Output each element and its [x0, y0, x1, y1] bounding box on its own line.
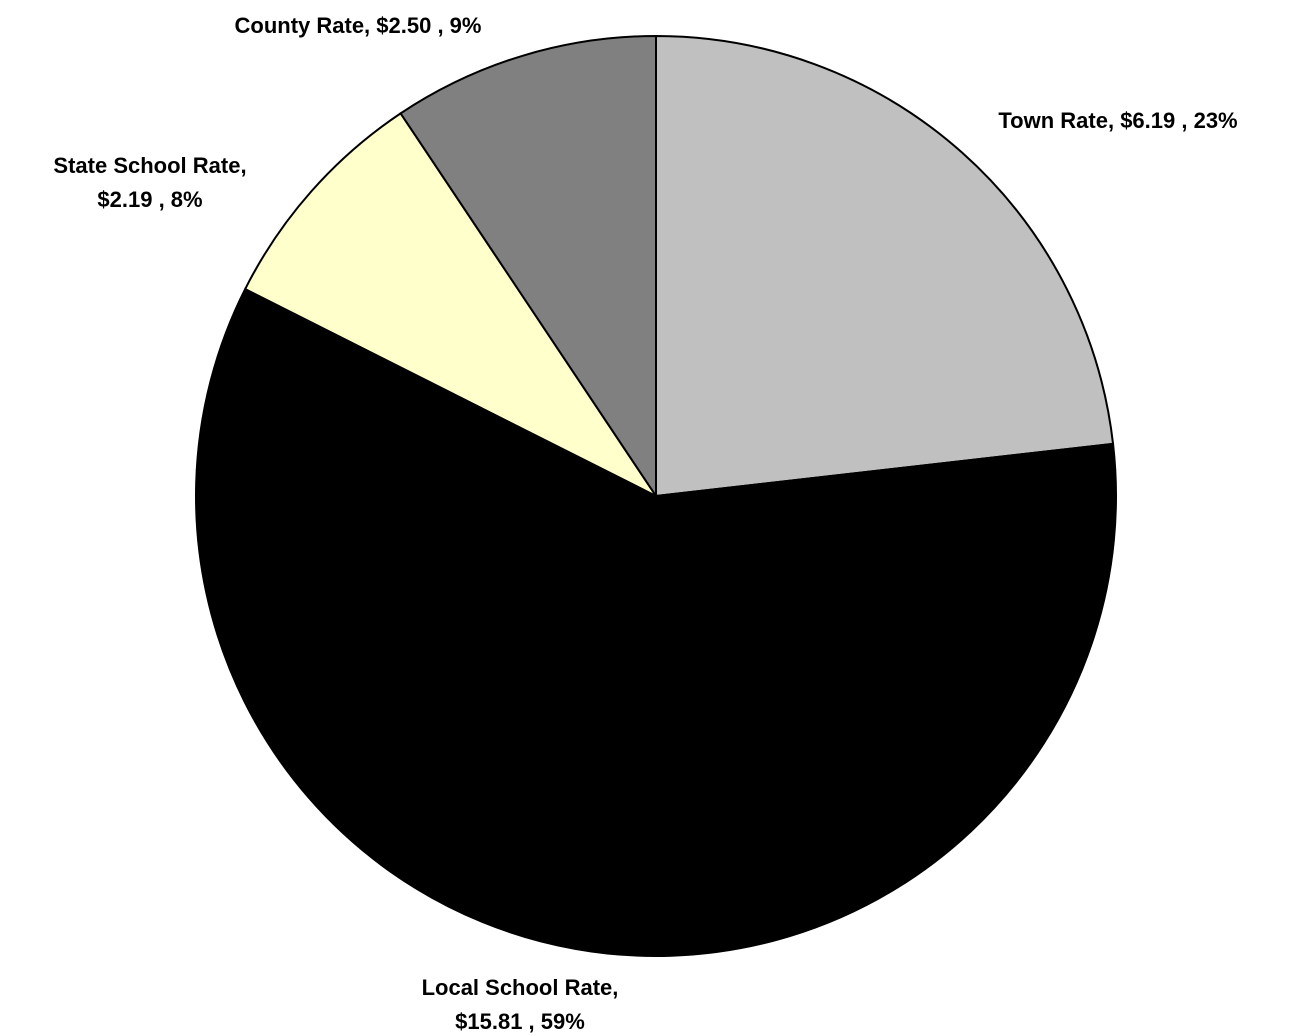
- slice-label-state-school-rate: State School Rate, $2.19 , 8%: [53, 153, 246, 212]
- slice-label-county-rate: County Rate, $2.50 , 9%: [235, 13, 482, 38]
- slice-label-line: State School Rate,: [53, 153, 246, 178]
- slice-label-local-school-rate: Local School Rate, $15.81 , 59%: [422, 975, 619, 1034]
- pie-slice-local-school-rate: [195, 287, 1118, 957]
- pie-slice-state-school-rate: [243, 112, 659, 499]
- slices-layer: [195, 34, 1118, 957]
- slice-label-line: Local School Rate,: [422, 975, 619, 1000]
- slice-label-line: County Rate, $2.50 , 9%: [235, 13, 482, 38]
- labels-layer: Town Rate, $6.19 , 23% Local School Rate,…: [53, 13, 1237, 1034]
- slice-label-line: $15.81 , 59%: [455, 1009, 585, 1034]
- slice-label-town-rate: Town Rate, $6.19 , 23%: [998, 108, 1237, 133]
- slice-label-line: Town Rate, $6.19 , 23%: [998, 108, 1237, 133]
- pie-slice-town-rate: [655, 34, 1115, 498]
- slice-label-line: $2.19 , 8%: [97, 187, 202, 212]
- pie-slice-county-rate: [399, 34, 657, 500]
